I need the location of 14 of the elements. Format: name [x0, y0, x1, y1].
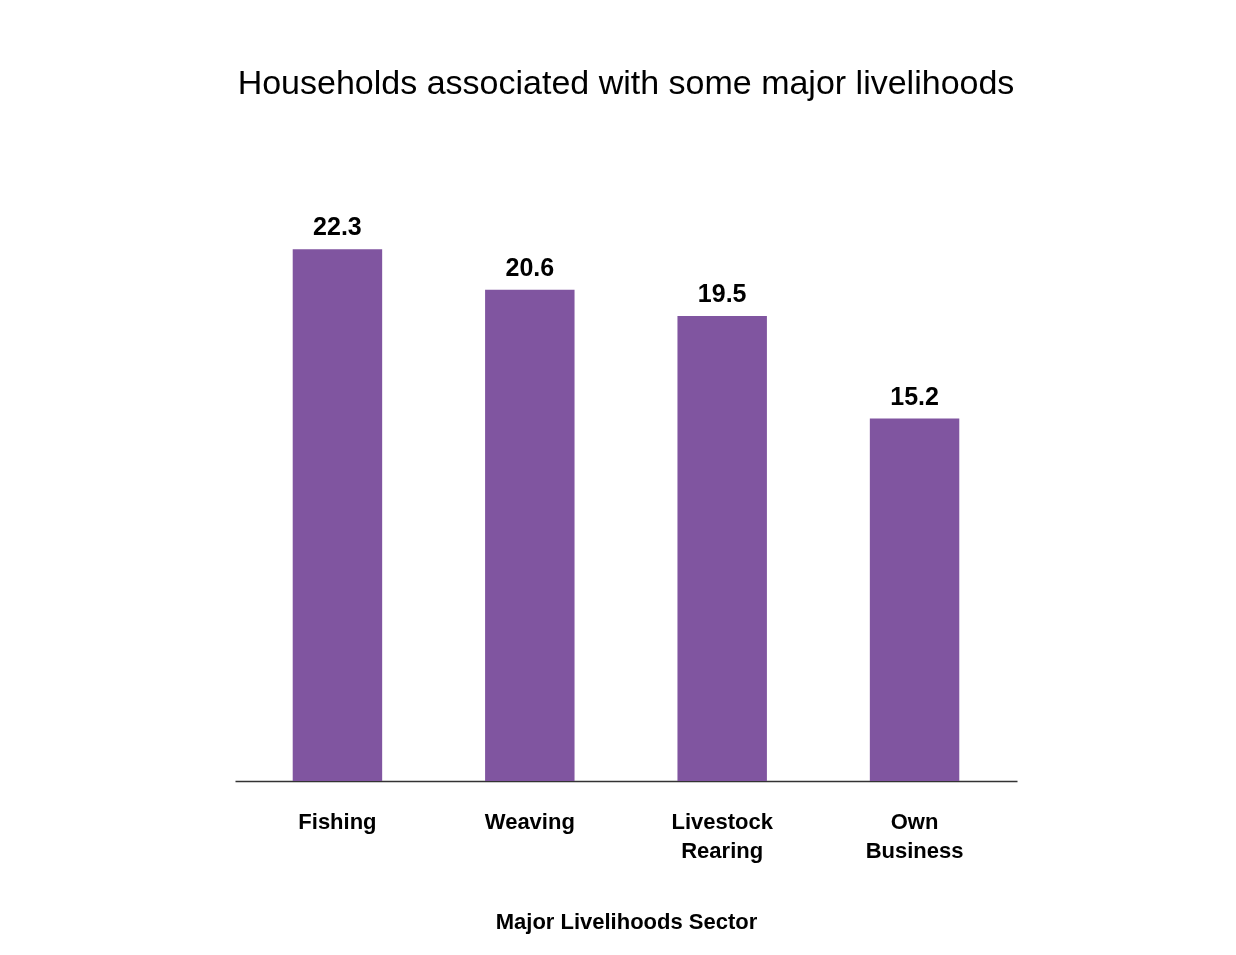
x-tick-label: Fishing [298, 808, 377, 834]
bar [292, 249, 383, 781]
data-label: 22.3 [313, 212, 362, 241]
x-tick-label: Livestock Rearing [671, 808, 774, 863]
x-tick-label: Weaving [484, 808, 575, 834]
bar [869, 418, 960, 781]
data-label: 19.5 [697, 278, 747, 307]
bar [677, 315, 767, 781]
bar [485, 289, 575, 781]
chart-title: Households associated with some major livelihoods [237, 63, 1015, 101]
x-axis-title: Major Livelihoods Sector [495, 908, 758, 934]
x-tick-label: Own Business [865, 808, 964, 863]
data-label: 20.6 [505, 252, 555, 281]
data-label: 15.2 [890, 381, 939, 410]
